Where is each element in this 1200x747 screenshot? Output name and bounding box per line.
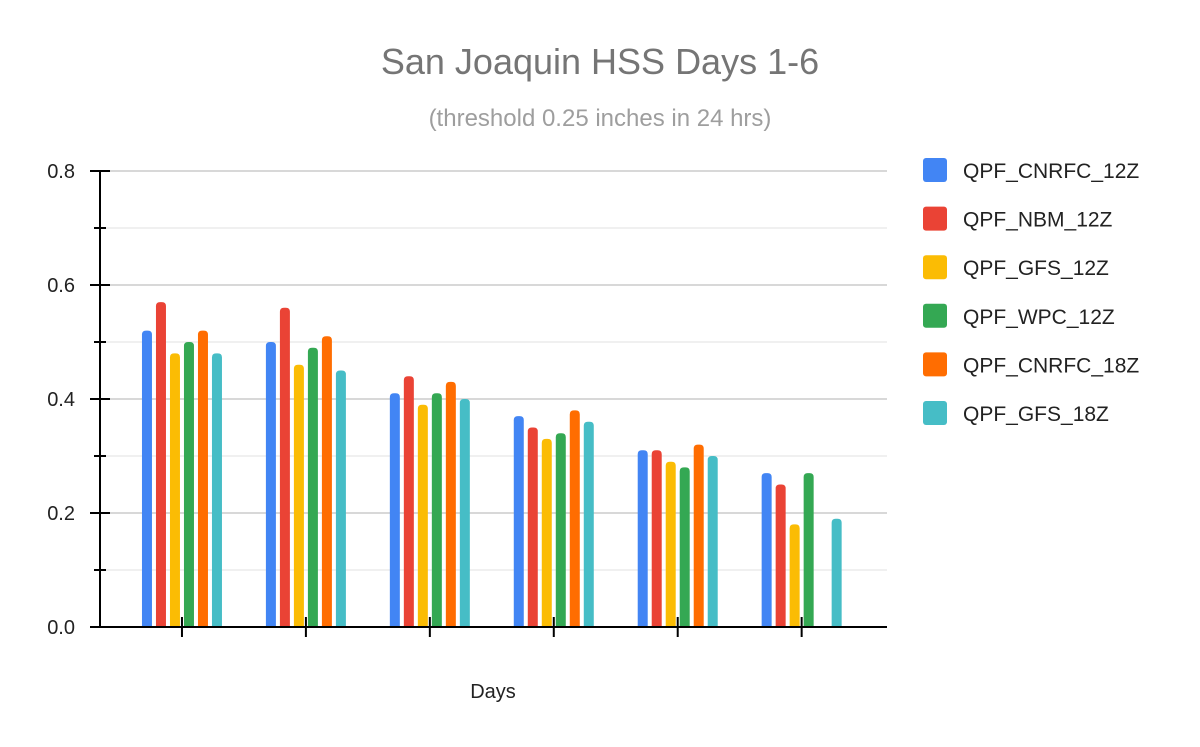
- bar: [583, 421, 594, 627]
- legend-swatch: [923, 303, 947, 328]
- bar: [197, 330, 208, 627]
- bar: [679, 467, 690, 627]
- bar: [459, 399, 470, 627]
- bar: [513, 416, 524, 627]
- bar: [707, 456, 718, 627]
- bar: [789, 524, 800, 627]
- legend-swatch: [923, 352, 947, 377]
- legend-swatch: [923, 158, 947, 182]
- y-tick-label: 0.8: [47, 161, 75, 183]
- bar: [775, 484, 786, 627]
- axes: 0.0 0.2 0.4 0.6 0.8: [47, 161, 887, 639]
- chart-subtitle: (threshold 0.25 inches in 24 hrs): [429, 105, 772, 132]
- bar: [761, 473, 772, 627]
- bar: [403, 376, 414, 627]
- bar: [831, 518, 842, 627]
- bar: [693, 444, 704, 627]
- legend-swatch: [923, 255, 947, 280]
- bar: [335, 370, 346, 627]
- bar: [183, 342, 194, 627]
- bar: [417, 404, 428, 627]
- bar: [389, 393, 400, 627]
- legend-label: QPF_NBM_12Z: [963, 209, 1113, 232]
- bar: [141, 330, 152, 627]
- bar: [431, 393, 442, 627]
- bar: [665, 461, 676, 627]
- y-tick-label: 0.2: [47, 503, 75, 525]
- bar: [527, 427, 538, 627]
- bar: [555, 433, 566, 627]
- bar: [293, 364, 304, 627]
- bars: [141, 302, 842, 627]
- bar: [651, 450, 662, 627]
- legend-label: QPF_CNRFC_12Z: [963, 160, 1139, 183]
- bar: [445, 381, 456, 627]
- y-tick-label: 0.4: [47, 389, 75, 411]
- x-axis-title: Days: [470, 681, 516, 703]
- bar: [637, 450, 648, 627]
- bar: [279, 307, 290, 627]
- bar: [321, 336, 332, 627]
- bar: [265, 342, 276, 627]
- legend-label: QPF_GFS_18Z: [963, 403, 1109, 426]
- legend-label: QPF_GFS_12Z: [963, 257, 1109, 280]
- bar: [155, 302, 166, 627]
- y-tick-label: 0.0: [47, 617, 75, 639]
- bar: [569, 410, 580, 627]
- bar: [803, 473, 814, 627]
- chart-title: San Joaquin HSS Days 1-6: [381, 41, 819, 82]
- legend: QPF_CNRFC_12Z QPF_NBM_12Z QPF_GFS_12Z QPF_W…: [923, 158, 1139, 426]
- grid: [100, 170, 887, 571]
- bar: [169, 353, 180, 627]
- bar: [307, 347, 318, 627]
- bar: [541, 438, 552, 627]
- bar: [211, 353, 222, 627]
- legend-swatch: [923, 401, 947, 425]
- legend-label: QPF_WPC_12Z: [963, 306, 1115, 329]
- legend-swatch: [923, 206, 947, 231]
- y-tick-label: 0.6: [47, 275, 75, 297]
- legend-label: QPF_CNRFC_18Z: [963, 354, 1139, 377]
